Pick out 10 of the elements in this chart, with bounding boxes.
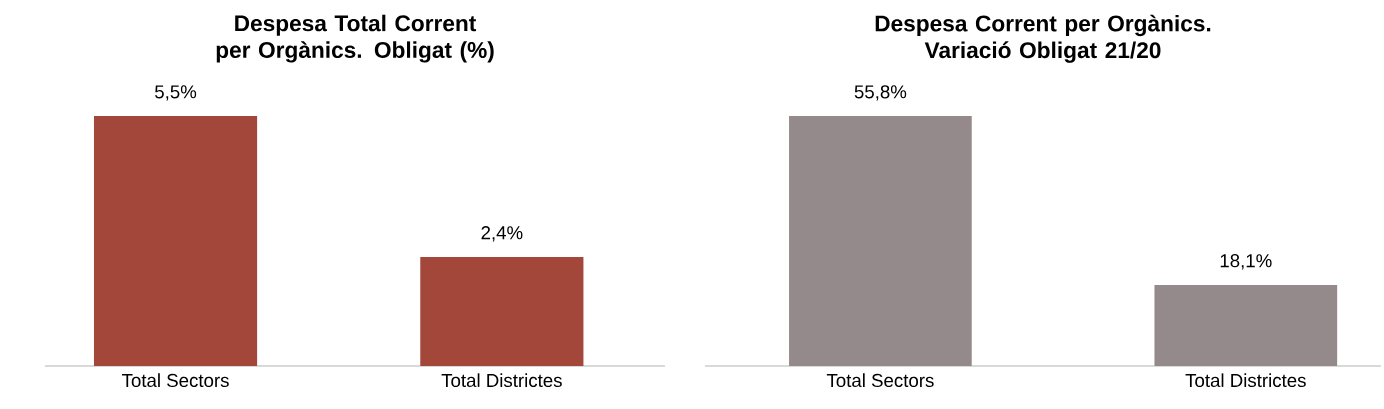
data-label: 5,5% xyxy=(155,85,197,101)
x-tick-label: Total Districtes xyxy=(1185,373,1306,388)
data-label: 18,1% xyxy=(1220,254,1272,270)
chart-title: Despesa Corrent per Orgànics. Variació Obligat 21/20 xyxy=(875,14,1211,63)
chart-title: Despesa Total Corrent per Orgànics. Obligat (%) xyxy=(216,14,494,63)
x-tick-label: Total Districtes xyxy=(441,373,562,388)
x-tick-label: Total Sectors xyxy=(122,373,229,388)
data-label: 55,8% xyxy=(854,85,907,101)
x-tick-label: Total Sectors xyxy=(826,373,934,388)
data-label: 2,4% xyxy=(481,226,523,242)
